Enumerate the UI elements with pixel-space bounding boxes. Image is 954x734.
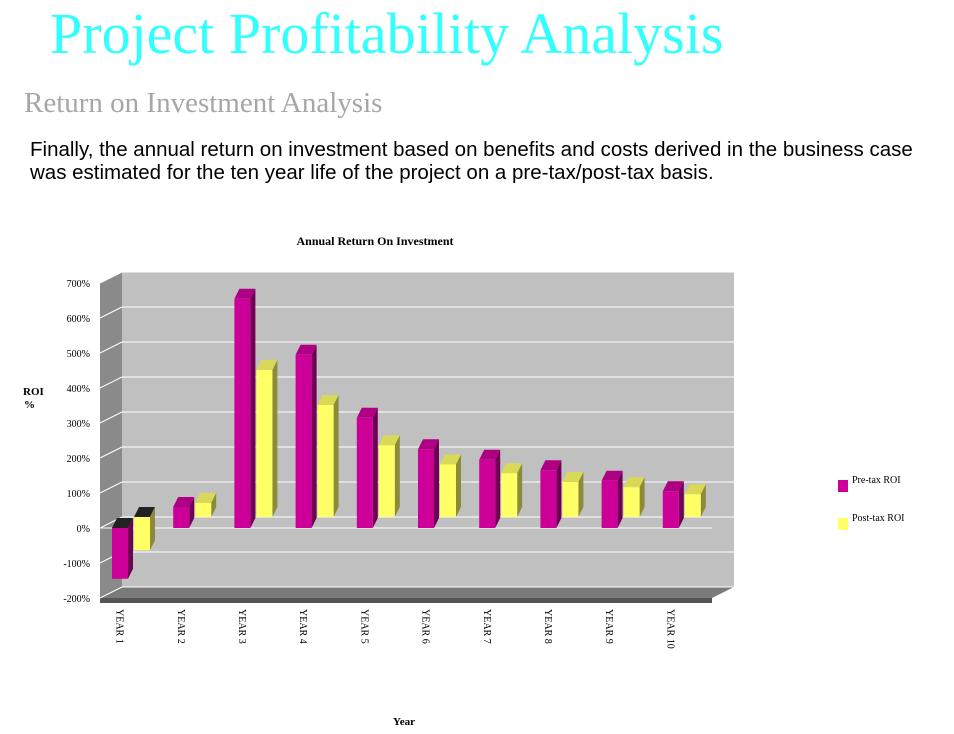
bar-pretax [112, 518, 133, 579]
gridline [99, 446, 123, 459]
y-tick-label: -200% [63, 594, 90, 605]
legend-label: Pre-tax ROI [852, 475, 901, 486]
x-tick-label: YEAR 5 [358, 609, 369, 644]
chart-title: Annual Return On Investment [296, 234, 453, 248]
y-tick-label: -100% [63, 559, 90, 570]
x-tick-label: YEAR 10 [664, 609, 675, 649]
gridline [99, 271, 123, 284]
slide-body-text: Finally, the annual return on investment… [30, 138, 913, 184]
y-tick-label: 600% [67, 314, 90, 325]
back-wall [122, 272, 734, 587]
x-tick-label: YEAR 1 [114, 609, 125, 644]
floor-edge [100, 598, 712, 603]
x-tick-label: YEAR 4 [297, 609, 308, 644]
legend-swatch [838, 480, 848, 492]
y-tick-label: 300% [67, 419, 90, 430]
bar-pretax [173, 497, 195, 528]
bar-pretax [479, 449, 501, 528]
y-axis-label-line-2: % [24, 399, 35, 411]
slide-title: Project Profitability Analysis [50, 1, 724, 66]
bar-posttax [684, 484, 706, 517]
x-tick-label: YEAR 7 [481, 609, 492, 644]
bar-posttax [195, 493, 217, 517]
bar-pretax [540, 460, 562, 528]
bar-posttax [562, 472, 584, 517]
bar-posttax [317, 395, 339, 517]
bar-posttax [378, 435, 400, 517]
y-tick-label: 200% [67, 454, 90, 465]
roi-chart: Annual Return On Investment 700% 600% 500%… [23, 234, 905, 728]
x-tick-label: YEAR 2 [175, 609, 186, 644]
y-axis-label: ROI % [23, 386, 47, 411]
bar-pretax [601, 470, 623, 528]
bar-pretax [356, 407, 378, 528]
y-axis-ticks: 700% 600% 500% 400% 300% 200% 100% 0% -100% -200% [63, 279, 90, 605]
x-tick-label: YEAR 6 [420, 609, 431, 644]
x-tick-label: YEAR 9 [603, 609, 614, 644]
y-tick-label: 0% [77, 524, 90, 535]
floor [100, 587, 734, 598]
x-axis-ticks: YEAR 1 YEAR 2 YEAR 3 YEAR 4 YEAR 5 YEAR 6 YEAR… [114, 609, 676, 649]
bar-posttax [134, 507, 155, 551]
bar-series [112, 288, 706, 579]
chart-legend: Pre-tax ROI Post-tax ROI [838, 475, 905, 530]
bar-pretax [295, 344, 317, 528]
bar-posttax [623, 477, 645, 517]
bar-pretax [418, 439, 439, 528]
bar-pretax [234, 288, 256, 528]
y-tick-label: 500% [67, 349, 90, 360]
gridline [99, 376, 123, 389]
x-tick-label: YEAR 3 [236, 609, 247, 644]
y-tick-label: 100% [67, 489, 90, 500]
gridline [99, 306, 123, 319]
gridline [99, 341, 123, 354]
y-tick-label: 400% [67, 384, 90, 395]
x-axis-label: Year [393, 716, 415, 728]
bar-pretax [662, 481, 684, 528]
bar-posttax [256, 360, 278, 517]
bar-posttax [501, 463, 523, 517]
x-tick-label: YEAR 8 [542, 609, 553, 644]
legend-label: Post-tax ROI [852, 513, 905, 524]
bar-posttax [440, 454, 461, 517]
gridline [99, 411, 123, 424]
plot-area [99, 271, 734, 603]
legend-swatch [838, 518, 848, 530]
slide-subtitle: Return on Investment Analysis [24, 87, 383, 119]
gridline [99, 586, 123, 599]
y-axis-label-line-1: ROI [23, 386, 44, 398]
side-wall [100, 272, 122, 598]
gridline [99, 481, 123, 494]
y-tick-label: 700% [67, 279, 90, 290]
